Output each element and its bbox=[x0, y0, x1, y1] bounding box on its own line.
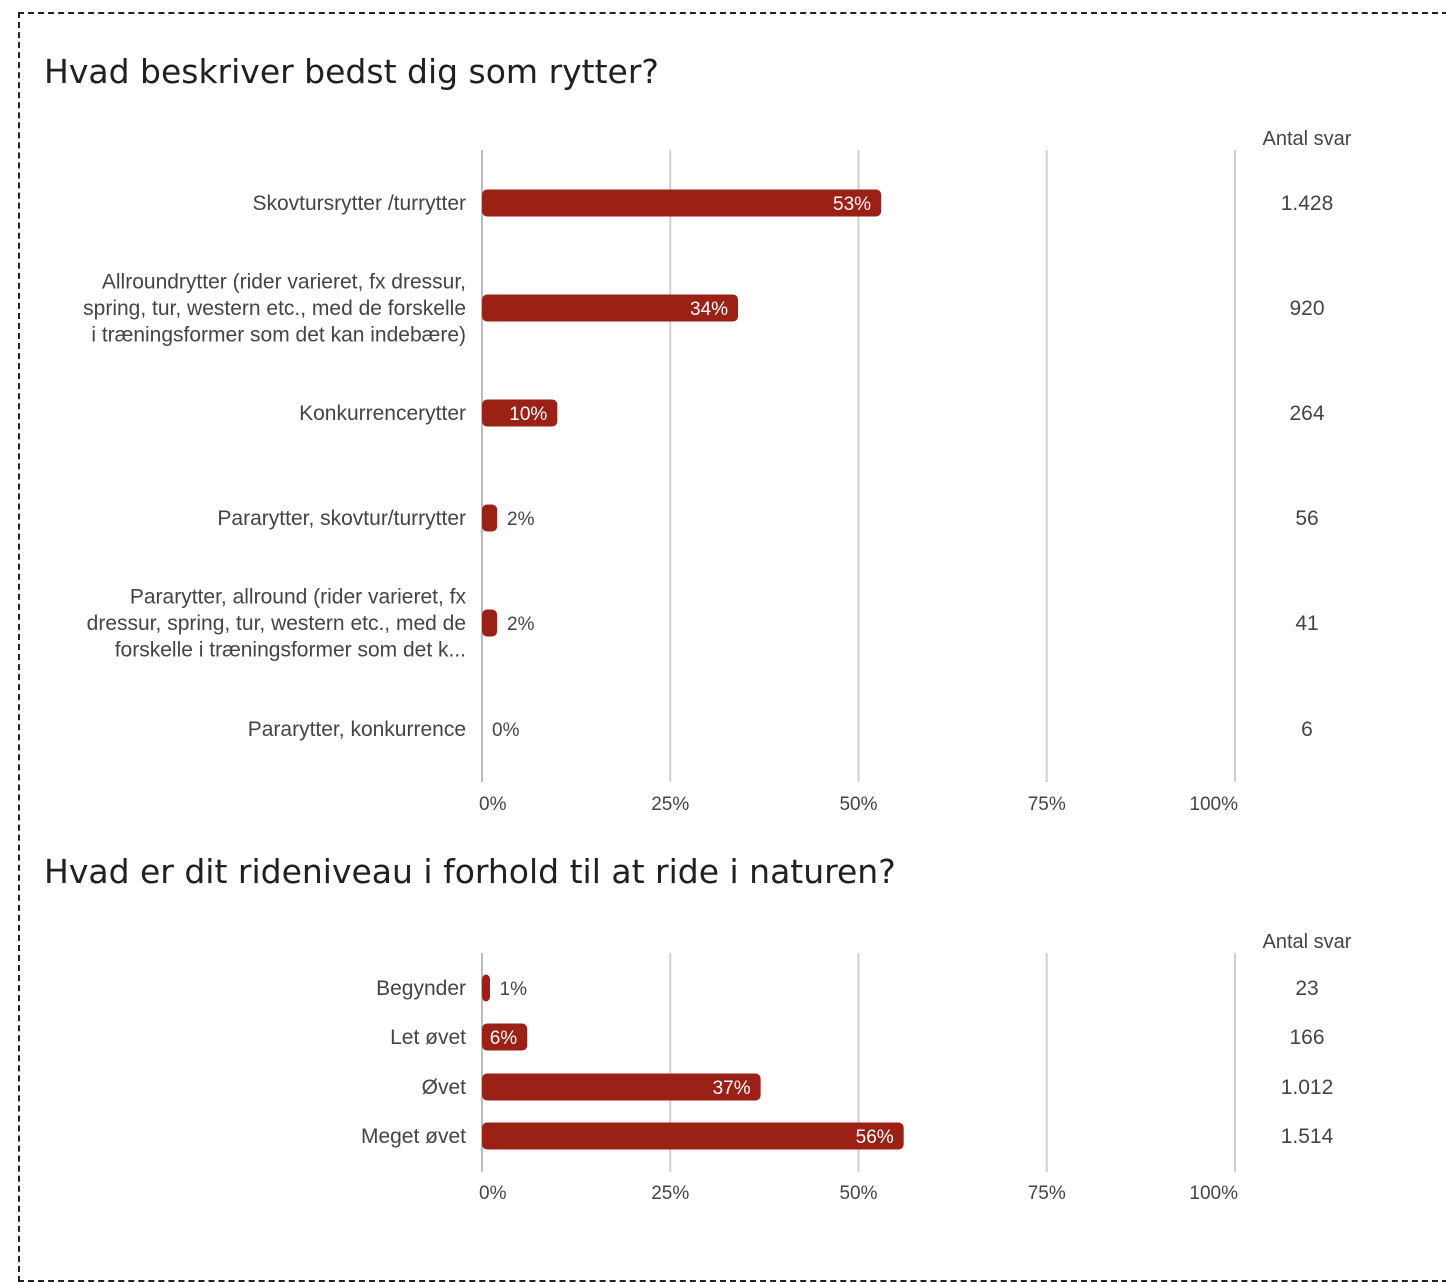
chart-2-x-tick-label: 0% bbox=[479, 1183, 507, 1204]
chart-2-value-label: 37% bbox=[713, 1078, 751, 1099]
chart-1-value-label: 10% bbox=[509, 404, 547, 425]
chart-2-bar bbox=[482, 1023, 528, 1051]
chart-1-category-label: Konkurrencerytter bbox=[299, 402, 466, 425]
chart-1-count-value: 41 bbox=[1295, 612, 1318, 635]
chart-1-bar bbox=[482, 504, 498, 532]
chart-1-x-tick-label: 0% bbox=[479, 794, 507, 815]
chart-2-bar bbox=[482, 1122, 904, 1150]
chart-1-value-label: 2% bbox=[507, 509, 535, 530]
chart-2-category-label: Øvet bbox=[422, 1076, 467, 1099]
chart-1-value-label: 2% bbox=[507, 614, 535, 635]
chart-2-title: Hvad er dit rideniveau i forhold til at … bbox=[44, 852, 896, 891]
chart-1-title: Hvad beskriver bedst dig som rytter? bbox=[44, 52, 659, 91]
chart-2-x-tick-label: 25% bbox=[651, 1183, 689, 1204]
chart-2-category-label: Let øvet bbox=[390, 1026, 466, 1049]
chart-2-bar bbox=[482, 1073, 761, 1101]
chart-1-value-label: 34% bbox=[690, 299, 728, 320]
chart-1-category-label: Skovtursrytter /turrytter bbox=[252, 192, 466, 215]
chart-1-category-label: Pararytter, skovtur/turrytter bbox=[217, 507, 466, 530]
chart-1-count-value: 6 bbox=[1301, 718, 1313, 741]
chart-2-value-label: 56% bbox=[856, 1127, 894, 1148]
chart-1-count-value: 56 bbox=[1295, 507, 1318, 530]
chart-2-count-value: 1.012 bbox=[1281, 1076, 1334, 1099]
chart-1-category-label: Allroundrytter (rider varieret, fx dress… bbox=[83, 271, 466, 347]
chart-2-x-tick-label: 50% bbox=[839, 1183, 877, 1204]
chart-2-value-label: 1% bbox=[500, 979, 528, 1000]
chart-1-count-value: 920 bbox=[1289, 297, 1324, 320]
chart-2-count-value: 23 bbox=[1295, 977, 1318, 1000]
chart-1-count-value: 1.428 bbox=[1281, 192, 1334, 215]
chart-2-x-tick-label: 75% bbox=[1028, 1183, 1066, 1204]
chart-1-category-label: Pararytter, allround (rider varieret, fx… bbox=[87, 586, 467, 662]
chart-2-bar bbox=[482, 974, 490, 1002]
chart-1-x-tick-label: 100% bbox=[1189, 794, 1238, 815]
chart-1-count-header: Antal svar bbox=[1263, 128, 1352, 150]
chart-2-count-value: 166 bbox=[1289, 1026, 1324, 1049]
chart-1-value-label: 0% bbox=[492, 720, 520, 741]
chart-1-category-label: Pararytter, konkurrence bbox=[248, 718, 466, 741]
chart-1-count-value: 264 bbox=[1289, 402, 1324, 425]
chart-1-bar bbox=[482, 609, 498, 637]
chart-2-category-label: Begynder bbox=[376, 977, 466, 1000]
chart-2-value-label: 6% bbox=[490, 1028, 518, 1049]
chart-1-value-label: 53% bbox=[833, 194, 871, 215]
chart-2-x-tick-label: 100% bbox=[1189, 1183, 1238, 1204]
chart-2-count-header: Antal svar bbox=[1263, 931, 1352, 953]
chart-1-x-tick-label: 75% bbox=[1028, 794, 1066, 815]
chart-1-x-tick-label: 50% bbox=[839, 794, 877, 815]
chart-1-bar bbox=[482, 294, 739, 322]
chart-1-bar bbox=[482, 399, 558, 427]
chart-1-x-tick-label: 25% bbox=[651, 794, 689, 815]
chart-1-bar bbox=[482, 189, 882, 217]
chart-2-category-label: Meget øvet bbox=[361, 1125, 466, 1148]
chart-2-count-value: 1.514 bbox=[1281, 1125, 1334, 1148]
